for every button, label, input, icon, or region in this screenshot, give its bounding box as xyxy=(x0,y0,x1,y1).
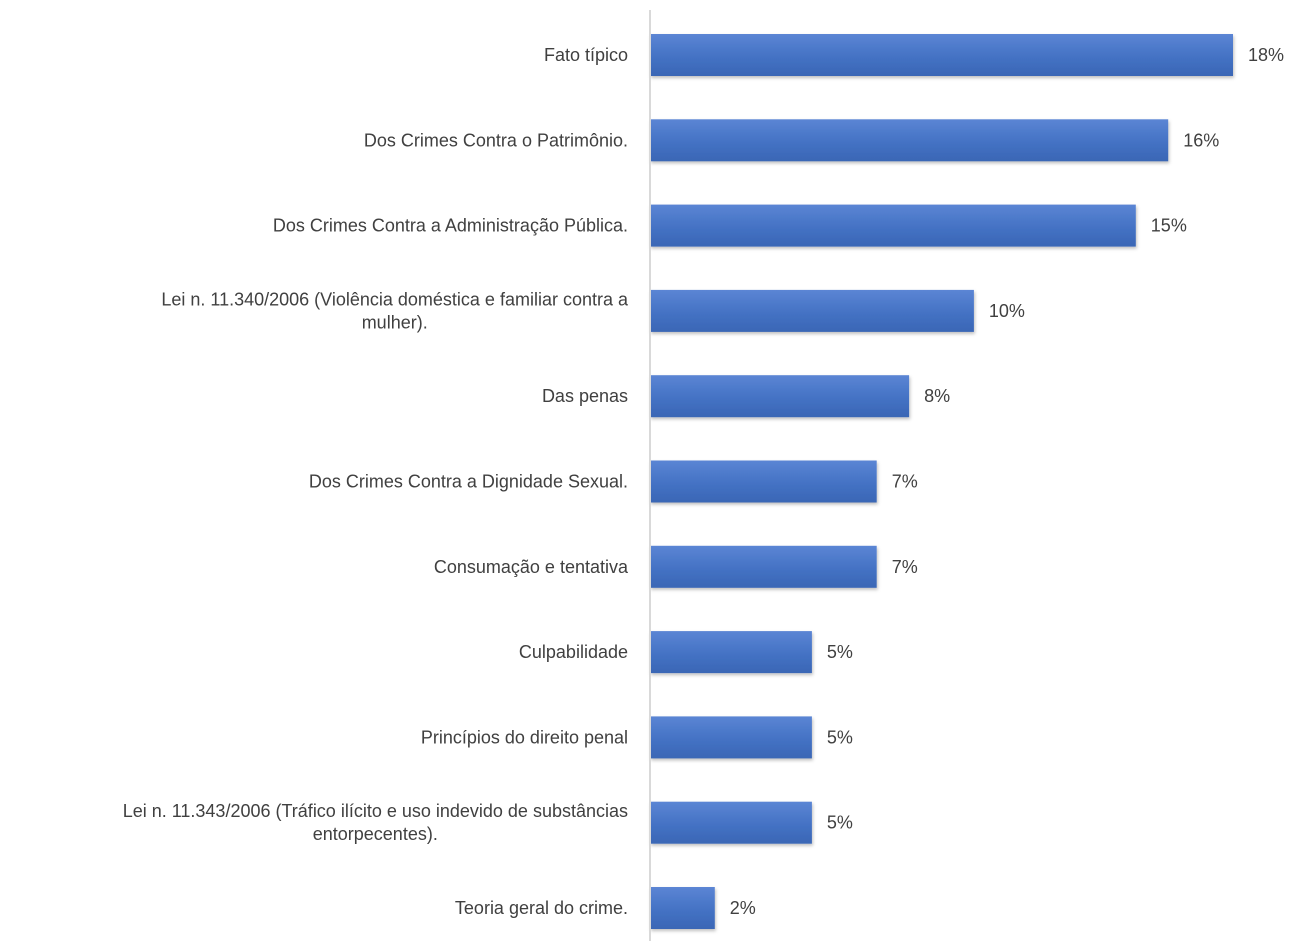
bar-5 xyxy=(650,375,910,418)
value-label-6: 7% xyxy=(892,472,918,492)
category-labels-group: Fato típico Dos Crimes Contra o Patrimôni… xyxy=(123,45,629,918)
bar-10 xyxy=(650,801,812,844)
category-label-5-line-1: Das penas xyxy=(542,386,628,406)
category-label-2: Dos Crimes Contra o Patrimônio. xyxy=(364,130,628,150)
value-label-7: 7% xyxy=(892,557,918,577)
bar-9 xyxy=(650,716,812,759)
category-label-7: Consumação e tentativa xyxy=(434,557,629,577)
category-label-11-line-1: Teoria geral do crime. xyxy=(455,898,628,918)
category-label-2-line-1: Dos Crimes Contra o Patrimônio. xyxy=(364,130,628,150)
category-label-10: Lei n. 11.343/2006 (Tráfico ilícito e us… xyxy=(123,801,628,844)
value-label-5: 8% xyxy=(924,386,950,406)
value-label-10: 5% xyxy=(827,813,853,833)
category-label-5: Das penas xyxy=(542,386,628,406)
value-label-11: 2% xyxy=(730,898,756,918)
category-label-8: Culpabilidade xyxy=(519,642,628,662)
value-label-1: 18% xyxy=(1248,45,1284,65)
category-label-6-line-1: Dos Crimes Contra a Dignidade Sexual. xyxy=(309,472,628,492)
bar-1 xyxy=(650,34,1233,76)
value-label-3: 15% xyxy=(1151,216,1187,236)
category-label-10-line-1: Lei n. 11.343/2006 (Tráfico ilícito e us… xyxy=(123,801,628,821)
category-label-9: Princípios do direito penal xyxy=(421,727,628,747)
category-label-3: Dos Crimes Contra a Administração Públic… xyxy=(273,216,628,236)
category-label-7-line-1: Consumação e tentativa xyxy=(434,557,629,577)
value-label-9: 5% xyxy=(827,727,853,747)
bar-8 xyxy=(650,631,812,674)
bar-3 xyxy=(650,204,1136,247)
category-label-1-line-1: Fato típico xyxy=(544,45,628,65)
bar-7 xyxy=(650,545,877,588)
category-label-11: Teoria geral do crime. xyxy=(455,898,628,918)
bar-11 xyxy=(650,887,715,929)
value-label-8: 5% xyxy=(827,642,853,662)
category-label-4-line-1: Lei n. 11.340/2006 (Violência doméstica … xyxy=(161,289,629,309)
category-label-8-line-1: Culpabilidade xyxy=(519,642,628,662)
value-label-2: 16% xyxy=(1183,130,1219,150)
category-label-9-line-1: Princípios do direito penal xyxy=(421,727,628,747)
category-label-3-line-1: Dos Crimes Contra a Administração Públic… xyxy=(273,216,628,236)
value-labels-group: 18% 16% 15% 10% 8% 7% 7% 5% 5% 5% 2% xyxy=(730,45,1284,918)
category-label-4-line-2: mulher). xyxy=(362,312,428,332)
category-label-4: Lei n. 11.340/2006 (Violência doméstica … xyxy=(161,289,629,332)
bar-4 xyxy=(650,289,974,332)
bars-group xyxy=(650,34,1233,929)
category-label-10-line-2: entorpecentes). xyxy=(313,824,438,844)
value-label-4: 10% xyxy=(989,301,1025,321)
category-label-1: Fato típico xyxy=(544,45,628,65)
bar-2 xyxy=(650,119,1169,162)
bar-6 xyxy=(650,460,877,503)
category-label-6: Dos Crimes Contra a Dignidade Sexual. xyxy=(309,472,628,492)
